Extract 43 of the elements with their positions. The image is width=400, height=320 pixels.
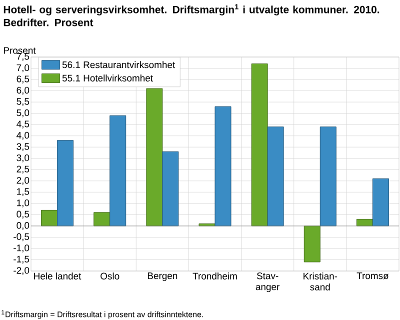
x-tick-label: Trondheim [192, 272, 237, 280]
y-tick-label: 4,0 [16, 132, 30, 140]
bar [304, 226, 320, 262]
y-tick-label: 5,5 [16, 98, 30, 106]
y-tick-label: 7,5 [16, 53, 30, 61]
y-tick-label: 1,0 [17, 200, 30, 208]
y-tick-label: 2,0 [16, 176, 30, 185]
bar [320, 126, 336, 226]
y-tick-label: 6,0 [16, 86, 30, 95]
bar [146, 88, 163, 226]
y-tick-label: -1,0 [14, 244, 30, 252]
bar [251, 64, 268, 226]
legend-label: 55.1 Hotellvirksomhet [62, 74, 153, 82]
x-tick-label: Tromsø [356, 272, 389, 280]
x-tick-label: Oslo [100, 272, 120, 280]
y-tick-label: 4,5 [16, 120, 30, 128]
y-tick-label: 0,0 [16, 222, 30, 230]
y-tick-label: 7,0 [16, 64, 30, 72]
bar [110, 115, 126, 226]
y-tick-label: -2,0 [14, 267, 30, 275]
bar [57, 140, 74, 226]
y-tick-label: 1,5 [17, 188, 30, 196]
y-tick-label: 2,5 [16, 166, 30, 174]
y-tick-label: 0,5 [16, 210, 30, 219]
bar [162, 151, 179, 226]
bar [41, 210, 58, 226]
chart-title: Hotell- og serveringsvirksomhet. Driftsmargin$^{1}$ i utvalgte kommuner. 2010. Bedrifter. Prosent [4, 4, 380, 26]
y-tick-label: 5,0 [16, 109, 30, 118]
legend-label: 56.1 Restaurantvirksomhet [62, 61, 176, 68]
y-tick-label: 6,5 [16, 76, 30, 84]
x-tick-label: Hele landet [34, 272, 82, 280]
y-tick-label: 3,5 [16, 143, 30, 152]
x-tick-label: Bergen [148, 272, 178, 281]
bar [267, 126, 284, 226]
bar [94, 212, 110, 226]
y-axis-title: Prosent [4, 47, 36, 54]
bar [214, 106, 232, 226]
x-tick-label: Stav-anger [256, 272, 280, 292]
bar [372, 178, 389, 226]
y-tick-label: -1,5 [14, 256, 30, 264]
y-tick-label: -0,5 [14, 233, 30, 242]
x-tick-label: Kristian-sand [304, 272, 338, 290]
y-tick-label: 3,0 [16, 154, 30, 162]
